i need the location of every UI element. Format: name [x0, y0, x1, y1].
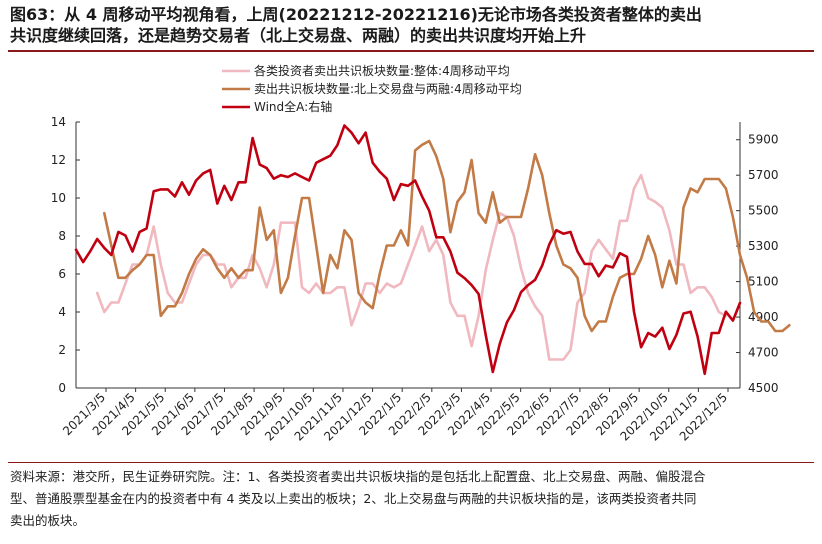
- chart-title-line-1: 图63：从 4 周移动平均视角看，上周(20221212-20221216)无论…: [10, 5, 702, 24]
- series-wind-a-line: [74, 124, 742, 376]
- left-tick-label: 14: [51, 115, 66, 129]
- legend-label: 各类投资者卖出共识板块数量:整体:4周移动平均: [254, 63, 510, 78]
- source-note: 资料来源：港交所，民生证券研究院。注：1、各类投资者卖出共识板块指的是包括北上配…: [10, 466, 810, 532]
- legend: 各类投资者卖出共识板块数量:整体:4周移动平均卖出共识板块数量:北上交易盘与两融…: [222, 63, 522, 114]
- legend-label: 卖出共识板块数量:北上交易盘与两融:4周移动平均: [254, 81, 522, 96]
- source-note-line-3: 卖出的板块。: [10, 513, 86, 528]
- left-tick-label: 8: [58, 229, 66, 243]
- right-tick-label: 5100: [748, 275, 779, 289]
- right-tick-label: 5300: [748, 239, 779, 253]
- left-tick-label: 10: [51, 191, 66, 205]
- right-tick-label: 5900: [748, 133, 779, 147]
- left-tick-label: 6: [58, 267, 66, 281]
- series-layer: [74, 124, 791, 376]
- chart-title: 图63：从 4 周移动平均视角看，上周(20221212-20221216)无论…: [10, 4, 815, 46]
- left-tick-label: 4: [58, 305, 66, 319]
- source-note-line-1: 资料来源：港交所，民生证券研究院。注：1、各类投资者卖出共识板块指的是包括北上配…: [10, 469, 706, 484]
- left-tick-label: 12: [51, 153, 66, 167]
- right-tick-label: 5500: [748, 204, 779, 218]
- title-rule: [8, 50, 814, 52]
- left-tick-label: 2: [58, 343, 66, 357]
- source-note-line-2: 型、普通股票型基金在内的投资者中有 4 类及以上卖出的板块；2、北上交易盘与两融…: [10, 491, 697, 506]
- series-overall-line: [95, 173, 728, 361]
- chart-title-line-2: 共识度继续回落，还是趋势交易者（北上交易盘、两融）的卖出共识度均开始上升: [10, 26, 587, 45]
- left-tick-label: 0: [58, 381, 66, 395]
- right-tick-label: 5700: [748, 168, 779, 182]
- source-rule: [8, 462, 814, 463]
- legend-label: Wind全A:右轴: [254, 99, 332, 114]
- right-tick-label: 4500: [748, 381, 779, 395]
- right-tick-label: 4700: [748, 346, 779, 360]
- line-chart: 0246810121445004700490051005300550057005…: [51, 63, 791, 444]
- series-north-margin-line: [103, 139, 791, 333]
